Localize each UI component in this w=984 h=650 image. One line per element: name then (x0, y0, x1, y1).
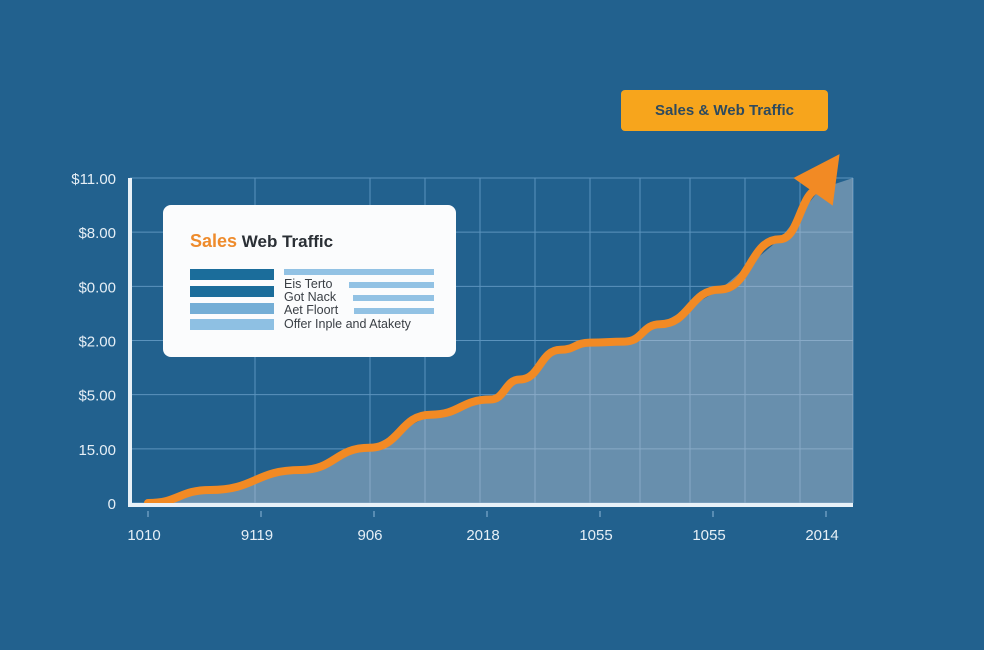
y-tick-label: $8.00 (78, 225, 116, 242)
legend-swatch-2 (190, 286, 274, 297)
x-tick-label: 9119 (241, 527, 273, 544)
y-tick-label: $2.00 (78, 334, 116, 351)
legend-title-highlight: Sales (190, 231, 238, 251)
y-tick-label: $5.00 (78, 388, 116, 405)
x-tick-label: 1055 (692, 527, 725, 544)
legend-line-2 (349, 282, 434, 288)
x-tick-label: 1055 (579, 527, 612, 544)
legend-item: Got Nack (284, 290, 337, 304)
arrow-head (793, 154, 840, 206)
legend-line-1 (284, 269, 434, 275)
legend-swatch-1 (190, 269, 274, 280)
legend-title: Sales Web Traffic (190, 231, 333, 252)
x-tick-label: 2014 (805, 527, 838, 544)
x-tick-label: 906 (357, 527, 382, 544)
y-tick-label: $11.00 (71, 171, 116, 188)
legend-item: Eis Terto (284, 277, 333, 291)
legend-item: Aet Floort (284, 303, 339, 317)
legend-line-3 (353, 295, 434, 301)
legend-line-4 (354, 308, 434, 314)
area-fill (148, 178, 853, 503)
legend-title-rest: Web Traffic (241, 232, 334, 251)
legend-swatch-3 (190, 303, 274, 314)
legend-swatch-4 (190, 319, 274, 330)
legend-item: Offer Inple and Atakety (284, 317, 411, 331)
x-tick-label: 2018 (466, 527, 499, 544)
legend: Sales Web Traffic Eis Terto Got Nack Aet… (163, 205, 456, 357)
chart-title-badge: Sales & Web Traffic (621, 90, 828, 131)
y-tick-label: $0.00 (78, 279, 116, 296)
y-tick-label: 15.00 (78, 442, 116, 459)
y-tick-label: 0 (108, 496, 116, 513)
x-tick-label: 1010 (127, 527, 160, 544)
